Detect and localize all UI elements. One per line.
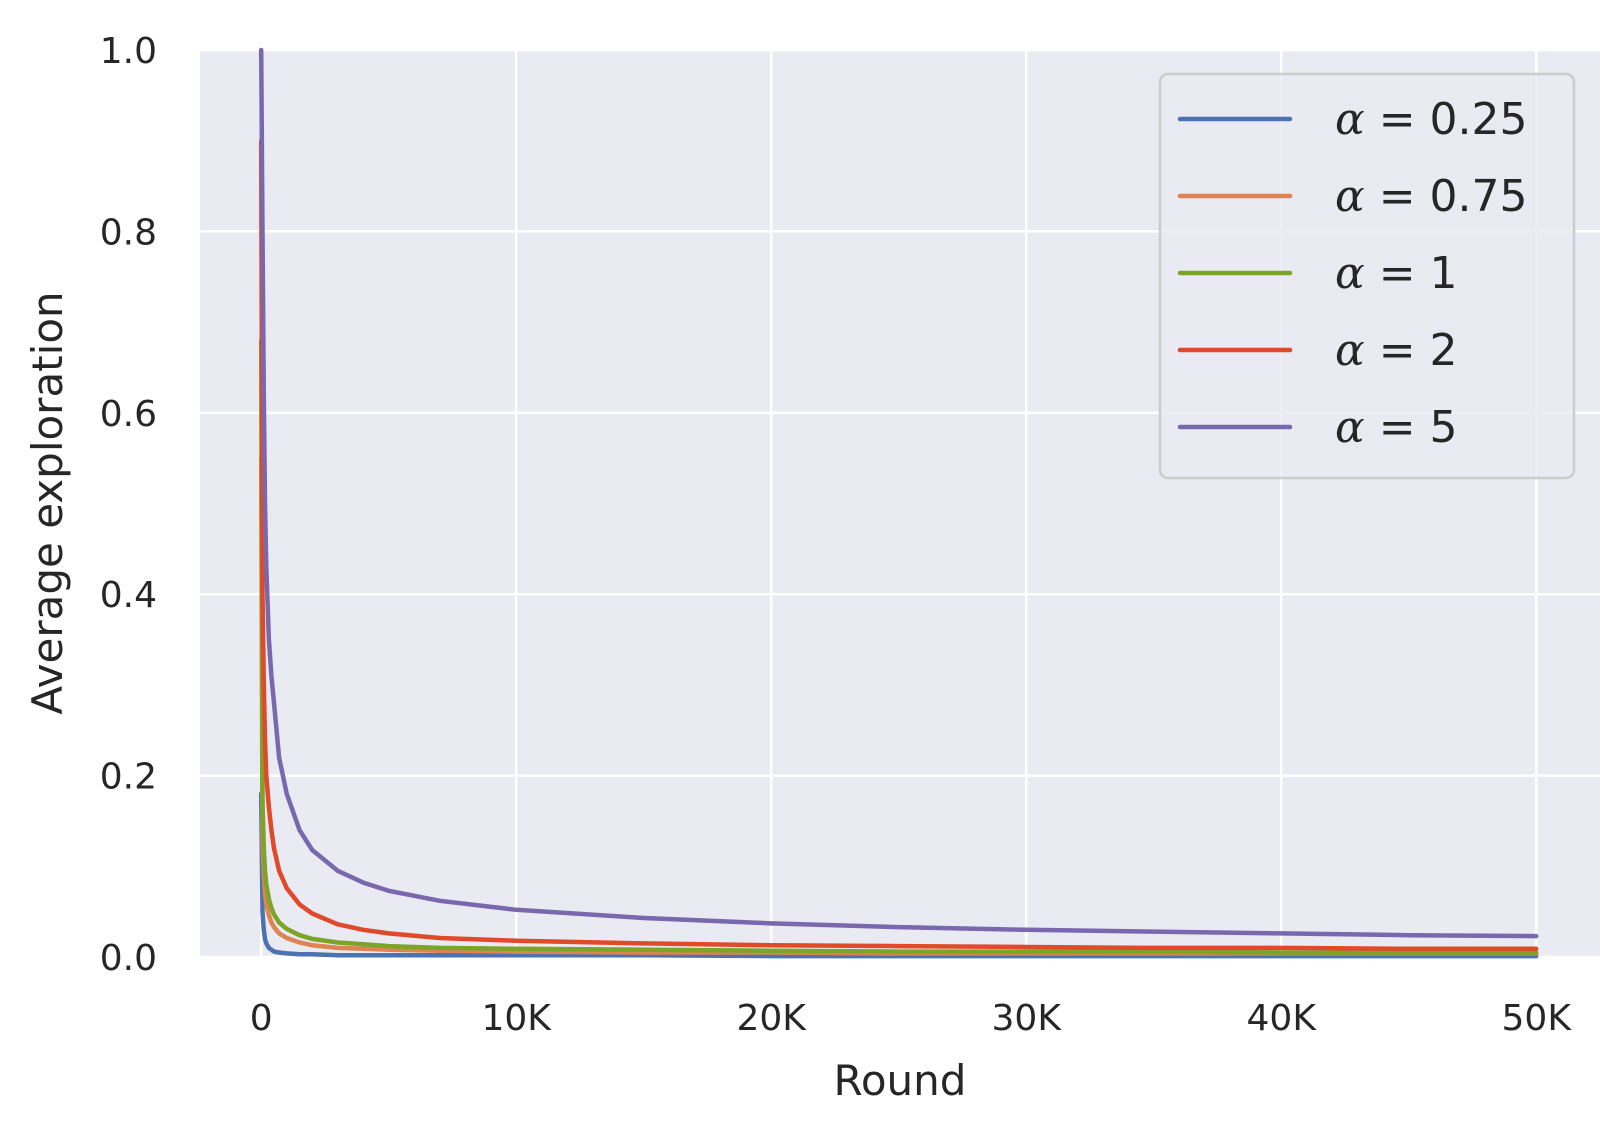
- legend-value: = 0.75: [1365, 171, 1528, 222]
- legend-value: = 2: [1365, 325, 1458, 376]
- legend-label: α = 0.75: [1335, 171, 1528, 222]
- legend-symbol: α: [1335, 325, 1365, 376]
- y-tick-label: 0.4: [100, 575, 157, 616]
- x-tick-label: 0: [250, 998, 273, 1039]
- series-line: [258, 47, 1539, 939]
- x-tick-label: 50K: [1502, 998, 1573, 1039]
- legend-label: α = 5: [1335, 402, 1458, 453]
- y-tick-label: 1.0: [100, 31, 157, 72]
- series-lines: [258, 47, 1539, 959]
- legend-value: = 0.25: [1365, 94, 1528, 145]
- legend-symbol: α: [1335, 171, 1365, 222]
- legend-value: = 1: [1365, 248, 1458, 299]
- legend-symbol: α: [1335, 94, 1365, 145]
- series-line: [258, 791, 1539, 959]
- y-tick-label: 0.8: [100, 212, 157, 253]
- x-axis-label: Round: [834, 1056, 967, 1105]
- x-tick-label: 40K: [1247, 998, 1318, 1039]
- legend: α = 0.25α = 0.75α = 1α = 2α = 5: [1158, 72, 1576, 480]
- legend-symbol: α: [1335, 402, 1365, 453]
- legend-label: α = 0.25: [1335, 94, 1528, 145]
- series-line: [258, 138, 1539, 952]
- legend-label: α = 1: [1335, 248, 1458, 299]
- series-line: [258, 337, 1539, 955]
- y-axis-ticks: 0.0 0.2 0.4 0.6 0.8 1.0: [100, 31, 157, 979]
- y-tick-label: 0.2: [100, 757, 157, 798]
- x-tick-label: 10K: [482, 998, 553, 1039]
- x-tick-label: 30K: [992, 998, 1063, 1039]
- x-axis-ticks: 0 10K 20K 30K 40K 50K: [250, 998, 1573, 1039]
- legend-symbol: α: [1335, 248, 1365, 299]
- y-axis-label: Average exploration: [23, 291, 72, 714]
- y-tick-label: 0.0: [100, 938, 157, 979]
- legend-box: [1158, 72, 1576, 480]
- legend-label: α = 2: [1335, 325, 1458, 376]
- y-tick-label: 0.6: [100, 394, 157, 435]
- x-tick-label: 20K: [737, 998, 808, 1039]
- legend-value: = 5: [1365, 402, 1458, 453]
